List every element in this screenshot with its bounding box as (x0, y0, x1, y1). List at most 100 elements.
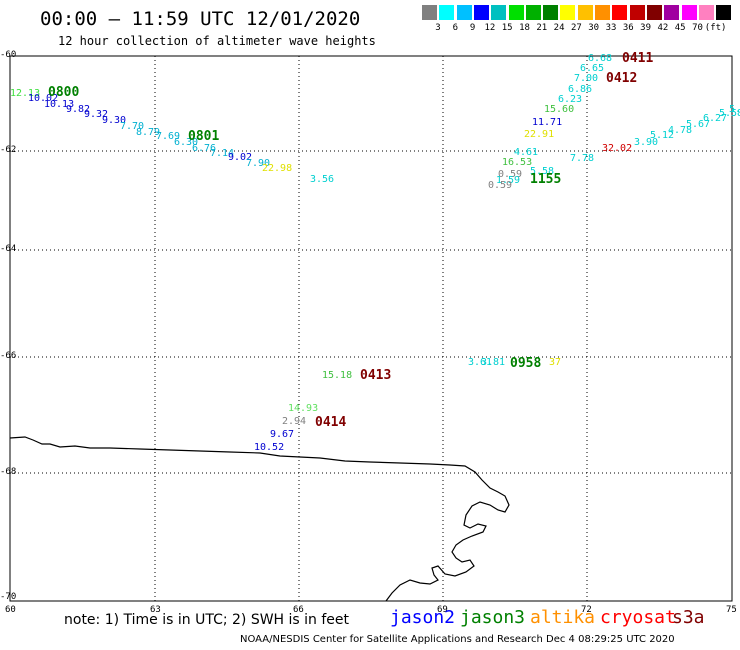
longitude-label: 72 (581, 605, 592, 615)
wave-height-value: 6.65 (580, 63, 605, 74)
wave-height-value: 4.78 (668, 125, 693, 136)
wave-height-value: 9.30 (102, 115, 127, 126)
legend-swatch (612, 5, 628, 20)
legend-tick: 42 (657, 23, 669, 33)
pass-time-label: 0413 (360, 368, 392, 383)
legend-tick: 6 (452, 23, 458, 33)
legend-swatch (664, 5, 680, 20)
legend-swatch (681, 5, 697, 20)
wave-height-value: 12.13 (10, 88, 41, 99)
legend-swatch (646, 5, 662, 20)
legend-tick: 21 (536, 23, 548, 33)
pass-time-label: 0412 (606, 71, 638, 86)
wave-height-value: 6.76 (192, 143, 217, 154)
wave-height-value: 7.70 (120, 121, 145, 132)
satellite-legend-entry: cryosat (600, 607, 676, 628)
footer-note: note: 1) Time is in UTC; 2) SWH is in fe… (64, 612, 350, 628)
wave-height-value: 7.78 (570, 153, 595, 164)
latitude-label: -60 (0, 50, 17, 60)
latitude-label: -66 (0, 351, 17, 361)
wave-height-value: 22.91 (524, 129, 555, 140)
wave-height-value: 7.14 (210, 148, 235, 159)
legend-swatch (456, 5, 472, 20)
legend-tick: 27 (570, 23, 582, 33)
wave-height-value: 10.13 (44, 99, 75, 110)
antarctic-coastline (9, 436, 510, 602)
legend-swatch (473, 5, 489, 20)
wave-height-value: 3.90 (634, 137, 659, 148)
satellite-legend-entry: altika (530, 607, 596, 628)
pass-time-label: 0801 (188, 129, 220, 144)
legend-tick: 12 (484, 23, 496, 33)
legend-swatch (577, 5, 593, 20)
page-subtitle: 12 hour collection of altimeter wave hei… (58, 34, 376, 48)
pass-time-label: 1155 (530, 172, 562, 187)
legend-swatch (629, 5, 645, 20)
legend-swatch (422, 5, 437, 20)
wave-height-value: 8.79 (136, 127, 161, 138)
legend-tick: 45 (674, 23, 686, 33)
latitude-label: -64 (0, 244, 17, 254)
wave-height-value: 14.93 (288, 403, 319, 414)
wave-height-value: 6.23 (558, 94, 583, 105)
legend-swatch (525, 5, 541, 20)
wave-height-value: 5.58 (719, 108, 740, 119)
longitude-label: 66 (293, 605, 304, 615)
pass-time-label: 0800 (48, 85, 80, 100)
wave-height-value: 11.71 (532, 117, 563, 128)
legend-tick: 15 (501, 23, 513, 33)
wave-height-value: 1.59 (496, 175, 521, 186)
wave-height-value: 15.60 (544, 104, 575, 115)
wave-height-value: 9.67 (270, 429, 295, 440)
legend-swatch (543, 5, 559, 20)
wave-height-value: 22.98 (262, 163, 293, 174)
satellite-legend-entry: jason3 (460, 607, 526, 628)
wave-height-value: 10.02 (28, 93, 59, 104)
wave-height-value: 37 (549, 357, 562, 368)
legend-swatch (560, 5, 576, 20)
wave-height-value: 10.52 (254, 442, 285, 453)
wave-height-value: 2.94 (282, 416, 307, 427)
legend-tick: 33 (605, 23, 617, 33)
pass-time-label: 0958 (510, 356, 542, 371)
graticule (10, 56, 732, 601)
wave-height-value: 3.81 (481, 357, 506, 368)
legend-swatch (508, 5, 524, 20)
legend-tick: 70 (692, 23, 703, 33)
wave-height-value: 6.68 (588, 53, 613, 64)
wave-height-value: 7.69 (156, 131, 181, 142)
legend-swatch (698, 5, 714, 20)
wave-height-value: 7.00 (574, 73, 599, 84)
wave-height-value: 4.61 (514, 147, 539, 158)
wave-height-value: 0.59 (488, 180, 513, 191)
footer-credit: NOAA/NESDIS Center for Satellite Applica… (240, 634, 675, 645)
pass-time-label: 0411 (622, 51, 654, 66)
latitude-label: -68 (0, 467, 17, 477)
wave-height-value: 0.59 (498, 169, 523, 180)
wave-height-value: 15.18 (322, 370, 353, 381)
wave-height-value: 5.58 (530, 166, 555, 177)
longitude-label: 69 (437, 605, 448, 615)
legend-tick: 3 (435, 23, 441, 33)
legend-tick: 39 (640, 23, 652, 33)
wave-height-value: 5.67 (686, 119, 711, 130)
wave-height-value: 7.90 (246, 158, 271, 169)
legend-tick: 30 (588, 23, 600, 33)
legend-tick: (ft) (704, 23, 727, 33)
longitude-label: 63 (150, 605, 161, 615)
legend-swatch (595, 5, 610, 20)
latitude-label: -62 (0, 145, 17, 155)
legend-swatch (491, 5, 507, 20)
wave-height-value: 6.30 (174, 137, 199, 148)
longitude-label: 60 (5, 605, 16, 615)
legend-swatch (716, 5, 732, 20)
longitude-label: 75 (726, 605, 737, 615)
pass-time-label: 0414 (315, 415, 347, 430)
legend-tick: 18 (519, 23, 530, 33)
wave-height-value: 16.53 (502, 157, 533, 168)
legend-tick: 36 (622, 23, 634, 33)
map-frame (9, 55, 733, 602)
wave-height-value: 6.27 (703, 113, 728, 124)
satellite-legend-entry: s3a (672, 607, 705, 628)
